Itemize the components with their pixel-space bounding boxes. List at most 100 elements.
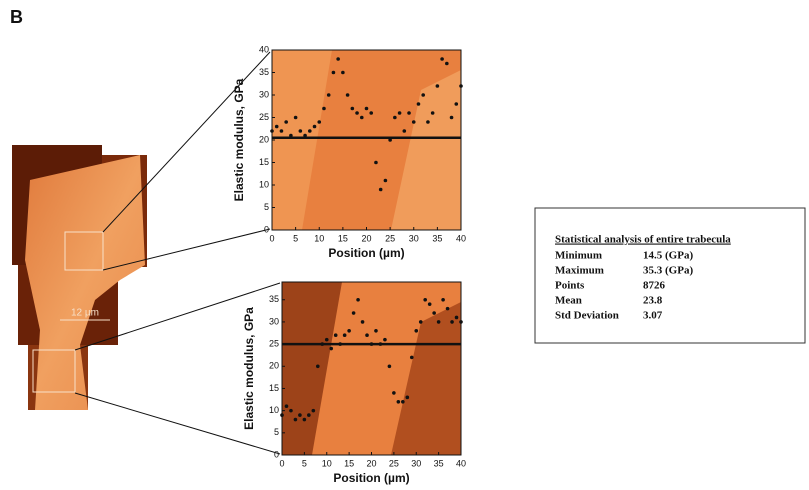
data-point — [388, 138, 392, 142]
y-tick-label: 35 — [269, 294, 279, 304]
data-point — [356, 297, 360, 302]
y-tick-label: 30 — [269, 316, 279, 326]
y-tick-label: 20 — [269, 361, 279, 371]
data-point — [322, 106, 326, 111]
y-tick-label: 30 — [259, 89, 269, 99]
x-tick-label: 30 — [409, 233, 419, 243]
y-tick-label: 10 — [259, 179, 269, 189]
data-point — [316, 364, 320, 369]
x-tick-label: 40 — [456, 458, 466, 468]
stats-table: Statistical analysis of entire trabecula… — [534, 207, 806, 344]
data-point — [345, 93, 350, 97]
data-point — [307, 413, 311, 417]
data-point — [374, 328, 378, 333]
x-tick-label: 35 — [432, 233, 442, 243]
data-point — [336, 57, 340, 61]
x-tick-label: 20 — [366, 458, 376, 468]
row-label: Mean — [555, 295, 582, 307]
data-point — [374, 160, 378, 165]
row-label: Points — [555, 280, 585, 292]
data-point — [369, 342, 374, 346]
x-tick-label: 15 — [338, 233, 348, 243]
data-point — [270, 129, 274, 133]
data-point — [298, 413, 302, 417]
data-point — [396, 399, 401, 404]
row-value: 35.3 (GPa) — [643, 265, 693, 277]
data-point — [405, 395, 410, 400]
data-point — [365, 333, 369, 338]
y-tick-label: 35 — [259, 67, 269, 77]
y-tick-label: 5 — [264, 202, 269, 212]
data-point — [333, 333, 338, 338]
y-axis-label: Elastic modulus, GPa — [232, 78, 246, 201]
data-point — [289, 408, 293, 413]
data-point — [450, 320, 454, 324]
data-point — [280, 413, 284, 417]
data-point — [401, 399, 405, 404]
data-point — [454, 102, 459, 106]
y-tick-label: 15 — [269, 383, 279, 393]
y-tick-label: 10 — [269, 405, 279, 415]
row-value: 23.8 — [643, 295, 663, 307]
data-point — [329, 346, 334, 351]
y-tick-label: 15 — [259, 157, 269, 167]
data-point — [369, 111, 374, 115]
data-point — [402, 129, 407, 133]
data-point — [284, 404, 289, 409]
y-tick-label: 5 — [274, 427, 279, 437]
data-point — [289, 133, 293, 138]
row-value: 8726 — [643, 280, 666, 292]
data-point — [360, 320, 365, 324]
x-axis-label: Position (µm) — [333, 471, 409, 485]
row-label: Std Deviation — [555, 310, 619, 322]
x-tick-label: 5 — [293, 233, 298, 243]
data-point — [449, 115, 454, 120]
data-point — [302, 417, 307, 422]
data-point — [298, 129, 303, 133]
data-point — [364, 106, 369, 111]
x-tick-label: 15 — [344, 458, 354, 468]
data-point — [303, 133, 307, 138]
data-point — [355, 111, 359, 115]
data-point — [311, 408, 316, 413]
data-point — [350, 106, 355, 111]
data-point — [317, 120, 322, 124]
texture — [391, 302, 461, 455]
x-tick-label: 35 — [434, 458, 444, 468]
panel-label: B — [10, 7, 23, 27]
data-point — [414, 328, 419, 333]
row-value: 14.5 (GPa) — [643, 250, 693, 262]
data-point — [445, 306, 450, 311]
x-tick-label: 0 — [269, 233, 274, 243]
data-point — [421, 93, 426, 97]
data-point — [387, 364, 392, 369]
data-point — [331, 70, 336, 75]
micrograph: 12 µm — [12, 145, 147, 410]
table-title: Statistical analysis of entire trabecula — [555, 234, 731, 246]
x-tick-label: 25 — [385, 233, 395, 243]
data-point — [436, 320, 441, 324]
y-axis-label: Elastic modulus, GPa — [242, 307, 256, 430]
data-point — [342, 333, 347, 338]
data-point — [407, 111, 411, 115]
data-point — [416, 102, 421, 106]
data-point — [378, 342, 383, 346]
data-point — [324, 337, 329, 342]
y-tick-label: 25 — [269, 338, 279, 348]
data-point — [320, 342, 325, 346]
data-point — [430, 111, 435, 115]
data-point — [426, 120, 430, 124]
y-tick-label: 0 — [264, 224, 269, 234]
texture — [272, 50, 332, 230]
data-point — [435, 84, 440, 88]
y-tick-label: 20 — [259, 134, 269, 144]
x-tick-label: 40 — [456, 233, 466, 243]
data-point — [293, 417, 298, 422]
data-point — [279, 129, 284, 133]
data-point — [312, 124, 317, 129]
texture — [282, 282, 342, 455]
data-point — [293, 115, 298, 120]
texture — [391, 70, 461, 230]
data-point — [432, 311, 436, 315]
